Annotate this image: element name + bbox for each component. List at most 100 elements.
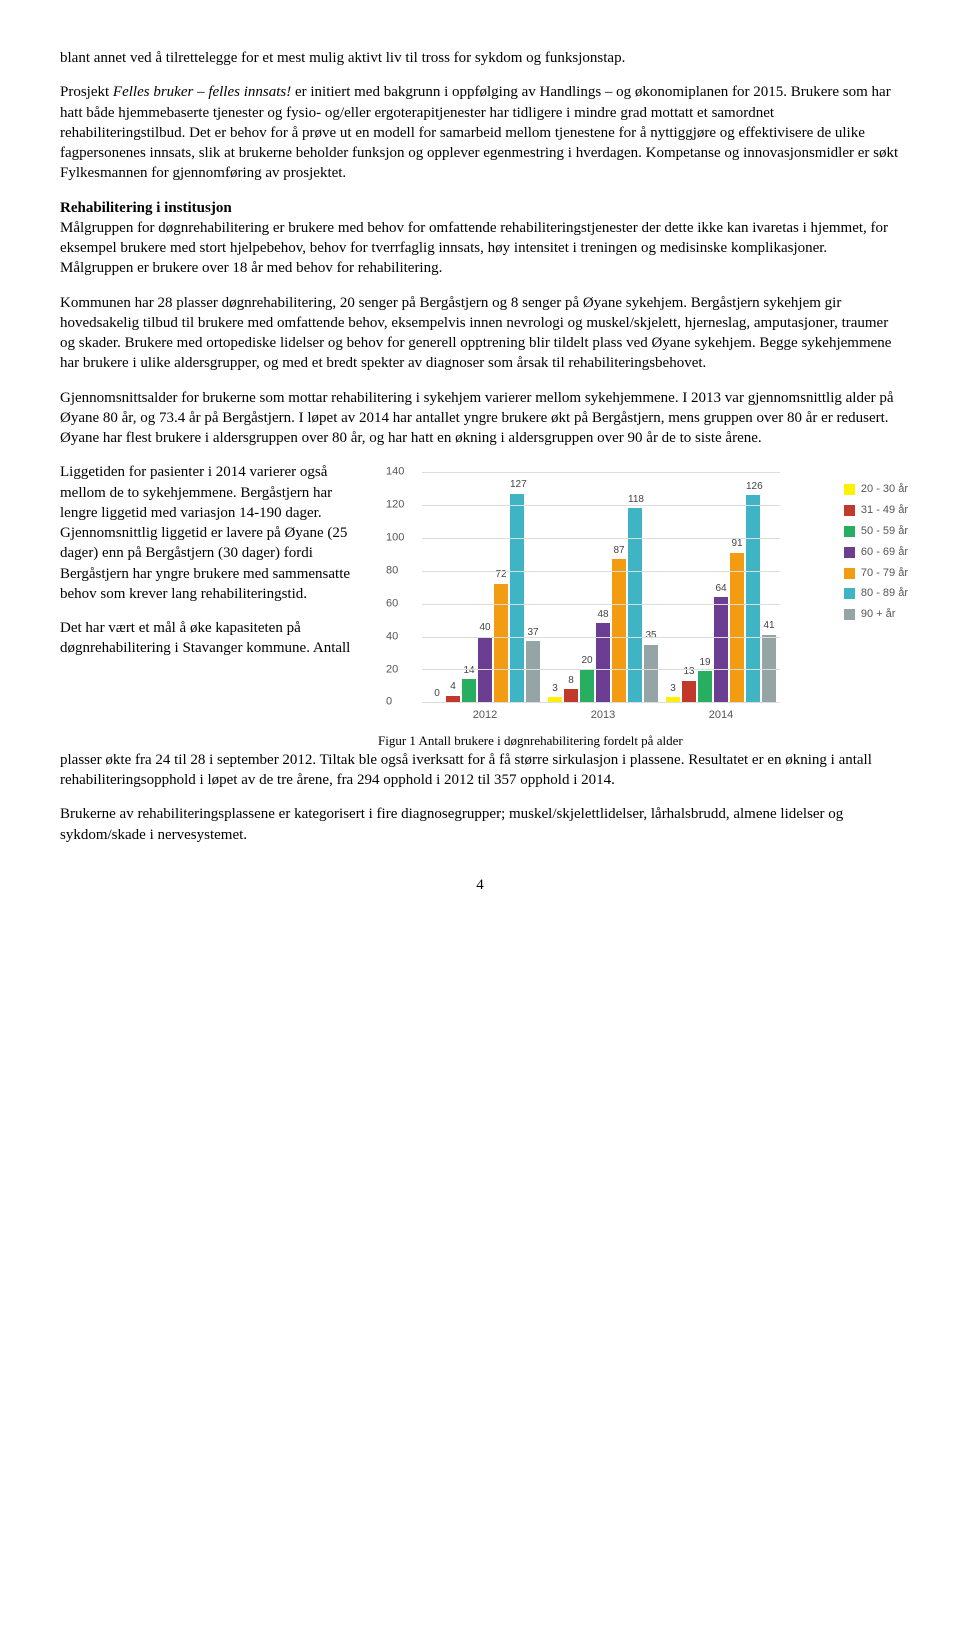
chart-gridline	[422, 669, 780, 670]
chart-bar-rect	[698, 671, 712, 702]
chart-y-tick-label: 0	[386, 695, 392, 710]
legend-label: 31 - 49 år	[861, 503, 908, 518]
chart-bar-rect	[612, 559, 626, 702]
chart-bar-group: 31319649112641	[666, 495, 776, 702]
page-number: 4	[60, 875, 900, 895]
legend-item: 60 - 69 år	[844, 545, 908, 560]
legend-item: 90 + år	[844, 607, 908, 622]
chart-bar: 19	[698, 671, 712, 702]
chart-bar-value-label: 20	[580, 654, 594, 670]
paragraph-mål-cont: plasser økte fra 24 til 28 i september 2…	[60, 750, 900, 791]
chart-bar-value-label: 87	[612, 544, 626, 560]
chart-gridline	[422, 604, 780, 605]
chart-bar-value-label: 64	[714, 582, 728, 598]
text-chart-row: Liggetiden for pasienter i 2014 varierer…	[60, 462, 900, 750]
chart-bar-value-label: 37	[526, 626, 540, 642]
chart-legend: 20 - 30 år 31 - 49 år 50 - 59 år 60 - 69 år…	[844, 482, 908, 628]
chart-bar-rect	[746, 495, 760, 702]
chart-bar-rect	[714, 597, 728, 702]
chart-bar-rect	[462, 679, 476, 702]
chart-gridline	[422, 538, 780, 539]
paragraph-alder: Gjennomsnittsalder for brukerne som mott…	[60, 388, 900, 449]
chart-bar-value-label: 48	[596, 608, 610, 624]
legend-swatch	[844, 568, 855, 579]
chart-bar: 48	[596, 623, 610, 702]
chart-bar-value-label: 3	[666, 682, 680, 698]
chart-bar: 37	[526, 641, 540, 702]
chart-y-tick-label: 40	[386, 629, 398, 644]
chart-bar-value-label: 41	[762, 619, 776, 635]
chart-gridline	[422, 571, 780, 572]
legend-label: 70 - 79 år	[861, 566, 908, 581]
chart-gridline	[422, 505, 780, 506]
chart-bar: 13	[682, 681, 696, 702]
legend-swatch	[844, 505, 855, 516]
paragraph-kommunen: Kommunen har 28 plasser døgnrehabiliteri…	[60, 293, 900, 374]
chart-column: 20 - 30 år31 - 49 år50 - 59 år60 - 69 år…	[378, 462, 900, 750]
legend-item: 31 - 49 år	[844, 503, 908, 518]
paragraph-rehab-inst: Rehabilitering i institusjon Målgruppen …	[60, 198, 900, 279]
chart-bar-value-label: 126	[746, 480, 760, 496]
legend-label: 80 - 89 år	[861, 586, 908, 601]
legend-label: 60 - 69 år	[861, 545, 908, 560]
chart-bar-rect	[730, 553, 744, 703]
chart-gridline	[422, 637, 780, 638]
heading-rehab-institusjon: Rehabilitering i institusjon	[60, 200, 232, 216]
chart-bar-value-label: 8	[564, 674, 578, 690]
chart-y-tick-label: 100	[386, 531, 404, 546]
legend-swatch	[844, 609, 855, 620]
legend-item: 80 - 89 år	[844, 586, 908, 601]
chart-bar-group: 0414407212737	[430, 494, 540, 703]
paragraph-prosjekt: Prosjekt Felles bruker – felles innsats!…	[60, 82, 900, 183]
legend-item: 70 - 79 år	[844, 566, 908, 581]
paragraph-mål-lead: Det har vært et mål å øke kapasiteten på…	[60, 618, 360, 659]
chart-bar: 8	[564, 689, 578, 702]
chart-y-tick-label: 20	[386, 662, 398, 677]
chart-bar: 20	[580, 669, 594, 702]
chart-gridline	[422, 702, 780, 703]
chart-bar-value-label: 14	[462, 664, 476, 680]
chart-bar-rect	[494, 584, 508, 702]
chart-bar-rect	[564, 689, 578, 702]
bar-chart: 20 - 30 år31 - 49 år50 - 59 år60 - 69 år…	[378, 462, 900, 706]
chart-bar: 72	[494, 584, 508, 702]
chart-y-tick-label: 140	[386, 465, 404, 480]
chart-x-labels: 201220132014	[426, 702, 780, 723]
chart-bar-value-label: 3	[548, 682, 562, 698]
chart-y-tick-label: 80	[386, 563, 398, 578]
paragraph-intro: blant annet ved å tilrettelegge for et m…	[60, 48, 900, 68]
chart-x-tick-label: 2012	[473, 708, 497, 723]
chart-bar-value-label: 0	[430, 687, 444, 703]
chart-bar-rect	[526, 641, 540, 702]
chart-x-tick-label: 2013	[591, 708, 615, 723]
chart-bar: 126	[746, 495, 760, 702]
project-name-italic: Felles bruker – felles innsats!	[113, 84, 291, 100]
chart-bar: 87	[612, 559, 626, 702]
chart-bar-rect	[682, 681, 696, 702]
chart-bar-value-label: 91	[730, 537, 744, 553]
chart-bar-value-label: 127	[510, 478, 524, 494]
chart-bar-rect	[580, 669, 594, 702]
chart-bar-value-label: 40	[478, 621, 492, 637]
chart-bar: 64	[714, 597, 728, 702]
paragraph-diagnosegrupper: Brukerne av rehabiliteringsplassene er k…	[60, 804, 900, 845]
legend-label: 90 + år	[861, 607, 896, 622]
chart-bar-value-label: 13	[682, 665, 696, 681]
chart-bar: 91	[730, 553, 744, 703]
text-run: Prosjekt	[60, 84, 113, 100]
legend-item: 50 - 59 år	[844, 524, 908, 539]
chart-bar-rect	[644, 645, 658, 703]
chart-bar-rect	[510, 494, 524, 703]
legend-swatch	[844, 547, 855, 558]
legend-swatch	[844, 484, 855, 495]
legend-swatch	[844, 588, 855, 599]
text-run: Målgruppen for døgnrehabilitering er bru…	[60, 220, 888, 277]
paragraph-liggetid: Liggetiden for pasienter i 2014 varierer…	[60, 462, 360, 604]
side-text-column: Liggetiden for pasienter i 2014 varierer…	[60, 462, 360, 658]
chart-bar-rect	[596, 623, 610, 702]
legend-item: 20 - 30 år	[844, 482, 908, 497]
figure-caption: Figur 1 Antall brukere i døgnrehabiliter…	[378, 732, 900, 750]
chart-bar: 14	[462, 679, 476, 702]
chart-y-tick-label: 60	[386, 596, 398, 611]
chart-bar: 35	[644, 645, 658, 703]
